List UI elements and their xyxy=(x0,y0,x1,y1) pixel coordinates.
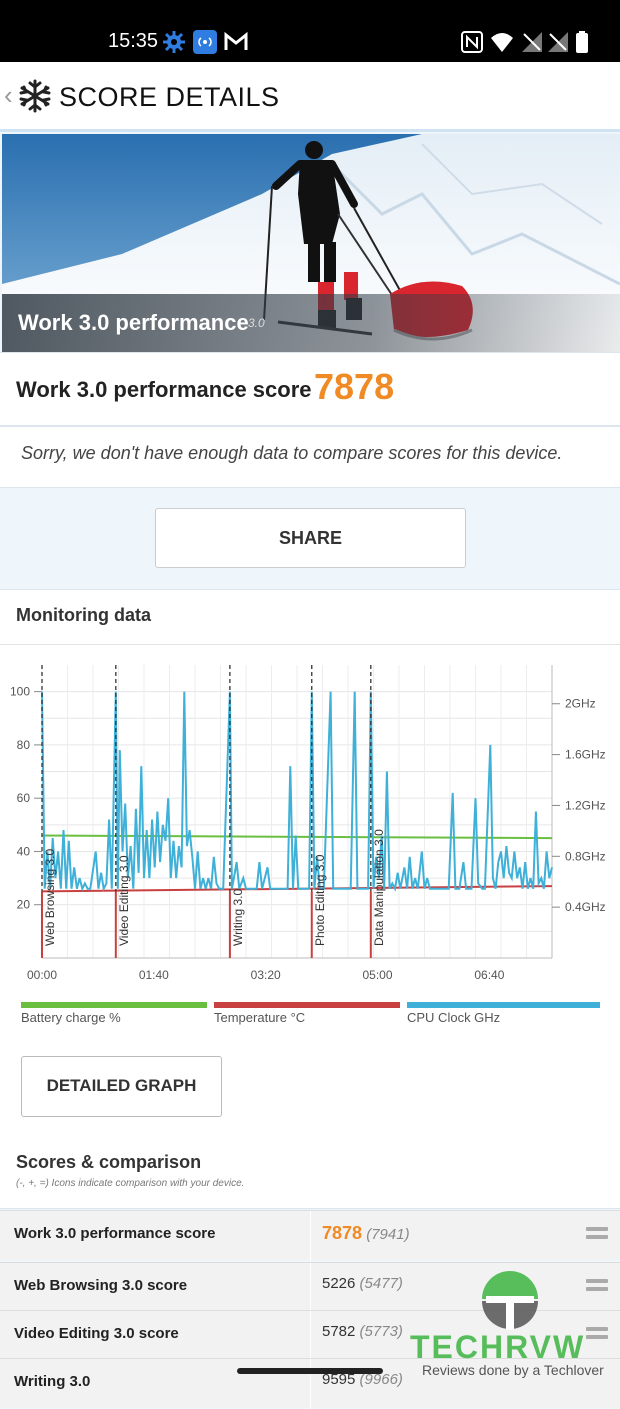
x-tick-label: 06:40 xyxy=(474,968,504,982)
y-tick-label: 40 xyxy=(17,844,31,858)
watermark-tagline: Reviews done by a Techlover xyxy=(422,1362,604,1378)
y-right-tick-label: 1.2GHz xyxy=(565,798,606,812)
battery-icon xyxy=(576,31,588,53)
phase-marker-label: Video Editing 3.0 xyxy=(117,855,131,946)
score-card xyxy=(0,352,620,426)
y-tick-label: 80 xyxy=(17,738,31,752)
scores-title: Scores & comparison xyxy=(16,1152,202,1172)
legend-battery-swatch xyxy=(21,1002,207,1008)
row-label: Video Editing 3.0 score xyxy=(14,1325,179,1342)
techrvw-watermark: TECHRVW Reviews done by a Techlover xyxy=(400,1265,620,1378)
snowflake-icon xyxy=(19,79,51,113)
status-time: 15:35 xyxy=(108,30,159,52)
row-value: 7878 (7941) xyxy=(322,1223,410,1244)
y-tick-label: 20 xyxy=(17,898,31,912)
hero-title: Work 3.0 performance xyxy=(18,310,249,335)
row-value: 5226 (5477) xyxy=(322,1275,403,1292)
y-right-tick-label: 0.4GHz xyxy=(565,900,606,914)
watermark-logo-icon xyxy=(482,1271,538,1330)
monitoring-title: Monitoring data xyxy=(16,605,151,625)
legend-cpu-swatch xyxy=(407,1002,600,1008)
row-label: Work 3.0 performance score xyxy=(14,1225,216,1242)
y-right-tick-label: 2GHz xyxy=(565,697,596,711)
equal-icon xyxy=(586,1327,608,1341)
scores-subtitle: (-, +, =) Icons indicate comparison with… xyxy=(16,1178,245,1189)
row-compare: (7941) xyxy=(366,1226,410,1243)
app-bar: ‹ SCORE DETAILS xyxy=(0,62,620,132)
y-right-tick-label: 1.6GHz xyxy=(565,748,606,762)
row-value: 5782 (5773) xyxy=(322,1323,403,1340)
gmail-icon xyxy=(224,31,248,50)
phase-marker-label: Writing 3.0 xyxy=(231,889,245,946)
divider xyxy=(0,644,620,645)
x-tick-label: 03:20 xyxy=(251,968,281,982)
row-compare: (5773) xyxy=(359,1323,403,1340)
y-right-tick-label: 0.8GHz xyxy=(565,849,606,863)
page-title: SCORE DETAILS xyxy=(59,82,280,112)
x-tick-label: 05:00 xyxy=(363,968,393,982)
watermark-brand: TECHRVW xyxy=(410,1329,586,1365)
home-indicator[interactable] xyxy=(237,1368,383,1374)
equal-icon xyxy=(586,1279,608,1293)
legend-temperature-label: Temperature °C xyxy=(214,1010,306,1025)
y-tick-label: 60 xyxy=(17,791,31,805)
row-label: Web Browsing 3.0 score xyxy=(14,1277,188,1294)
score-label: Work 3.0 performance score xyxy=(16,377,312,402)
phase-marker-label: Photo Editing 3.0 xyxy=(313,854,327,946)
share-button[interactable]: SHARE xyxy=(155,508,466,568)
legend-cpu-label: CPU Clock GHz xyxy=(407,1010,501,1025)
table-row[interactable]: Work 3.0 performance score 7878 (7941) xyxy=(0,1210,620,1261)
signal-icon-2 xyxy=(548,32,568,52)
hero-banner: Work 3.0 performance 3.0 xyxy=(2,134,620,352)
row-compare: (5477) xyxy=(359,1275,403,1292)
score-value: 7878 xyxy=(314,366,395,407)
row-score: 7878 xyxy=(322,1223,363,1243)
back-button[interactable]: ‹ xyxy=(4,80,13,110)
row-score: 5782 xyxy=(322,1323,356,1340)
equal-icon xyxy=(586,1227,608,1241)
phase-marker-label: Web Browsing 3.0 xyxy=(43,849,57,946)
detailed-graph-button[interactable]: DETAILED GRAPH xyxy=(21,1056,222,1117)
x-tick-label: 01:40 xyxy=(139,968,169,982)
row-label: Writing 3.0 xyxy=(14,1373,91,1390)
legend-battery-label: Battery charge % xyxy=(21,1010,121,1025)
hotspot-icon xyxy=(193,30,217,54)
legend-temperature-swatch xyxy=(214,1002,400,1008)
monitoring-chart[interactable]: 20 40 60 80 100 0.4GHz 0.8GHz 1.2GHz 1.6GHz 2GHz 0… xyxy=(0,660,620,990)
nfc-icon xyxy=(461,31,483,53)
wifi-icon xyxy=(491,33,513,52)
y-tick-label: 100 xyxy=(10,685,30,699)
settings-icon xyxy=(163,31,185,53)
signal-icon xyxy=(522,32,542,52)
comparison-message: Sorry, we don't have enough data to comp… xyxy=(21,443,563,463)
row-score: 5226 xyxy=(322,1275,356,1292)
series-line xyxy=(41,885,553,893)
phase-marker-label: Data Manipulation 3.0 xyxy=(372,829,386,946)
x-tick-label: 00:00 xyxy=(27,968,57,982)
status-bar: 15:35 xyxy=(0,0,620,62)
message-card xyxy=(0,426,620,488)
hero-version: 3.0 xyxy=(248,316,265,330)
series-line xyxy=(41,691,553,892)
